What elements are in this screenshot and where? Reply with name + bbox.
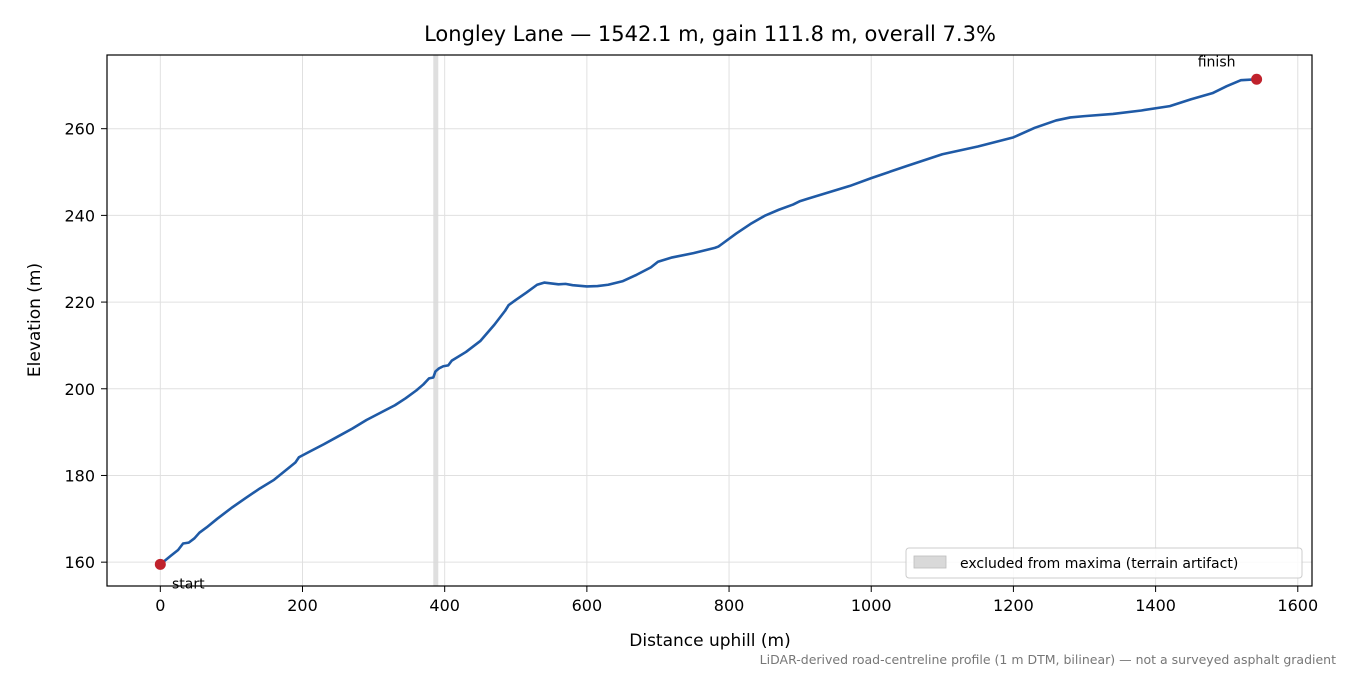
endpoint-label-start: start (172, 576, 205, 592)
axis-ticks: 0 200 400 600 800 1000 1200 1400 1600 160 180 200 22… (64, 120, 1318, 615)
plot-area-frame (106, 54, 1313, 587)
endpoint-label-finish: finish (1198, 54, 1236, 70)
excluded-band (433, 55, 439, 586)
elevation-line (159, 77, 1258, 566)
y-tick-label: 240 (64, 206, 95, 225)
endpoint-layer: start finish (154, 54, 1263, 592)
grid-lines (107, 55, 1312, 586)
y-tick-label: 220 (64, 293, 95, 312)
endpoint-marker-start (154, 558, 166, 570)
legend-swatch-excluded (913, 555, 947, 569)
x-tick-label: 800 (714, 596, 745, 615)
y-tick-label: 180 (64, 466, 95, 485)
x-tick-label: 0 (155, 596, 165, 615)
x-tick-label: 1000 (851, 596, 892, 615)
endpoint-marker-finish (1251, 73, 1263, 85)
x-axis-label: Distance uphill (m) (629, 631, 790, 651)
legend: excluded from maxima (terrain artifact) (905, 547, 1303, 579)
y-tick-label: 160 (64, 553, 95, 572)
legend-frame (905, 547, 1303, 579)
y-tick-label: 260 (64, 120, 95, 139)
chart-title: Longley Lane — 1542.1 m, gain 111.8 m, o… (424, 22, 996, 46)
y-tick-label: 200 (64, 380, 95, 399)
y-axis-label: Elevation (m) (25, 263, 45, 377)
x-tick-label: 1600 (1277, 596, 1318, 615)
legend-entry-excluded: excluded from maxima (terrain artifact) (960, 556, 1238, 572)
series-layer (159, 77, 1258, 566)
x-tick-label: 200 (287, 596, 318, 615)
x-tick-label: 600 (572, 596, 603, 615)
footnote: LiDAR-derived road-centreline profile (1… (760, 652, 1336, 667)
x-tick-label: 1200 (993, 596, 1034, 615)
x-tick-label: 1400 (1135, 596, 1176, 615)
excluded-band-layer (433, 55, 439, 586)
x-tick-label: 400 (429, 596, 460, 615)
